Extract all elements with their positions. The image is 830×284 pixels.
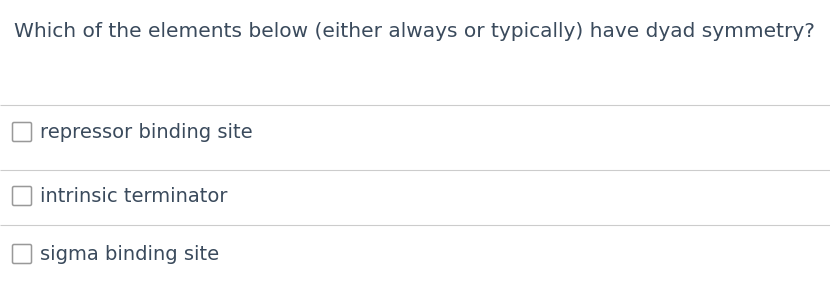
Text: sigma binding site: sigma binding site [40,245,219,264]
Text: repressor binding site: repressor binding site [40,122,252,141]
Text: intrinsic terminator: intrinsic terminator [40,187,227,206]
FancyBboxPatch shape [12,122,32,141]
FancyBboxPatch shape [12,245,32,264]
Text: Which of the elements below (either always or typically) have dyad symmetry?: Which of the elements below (either alwa… [14,22,815,41]
FancyBboxPatch shape [12,187,32,206]
